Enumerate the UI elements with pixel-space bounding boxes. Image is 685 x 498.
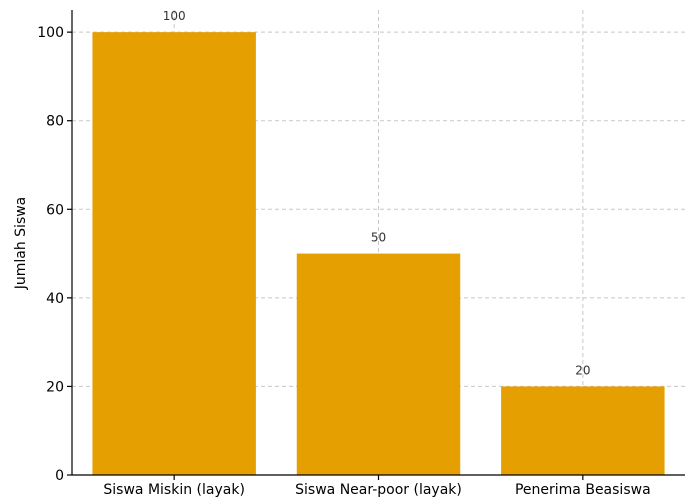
x-tick-label: Siswa Near-poor (layak): [295, 482, 462, 498]
y-tick-label: 20: [46, 379, 64, 395]
x-tick-label: Siswa Miskin (layak): [103, 482, 245, 498]
y-tick-label: 60: [46, 202, 64, 218]
bars: [92, 32, 665, 476]
y-tick-label: 40: [46, 291, 64, 307]
data-labels: 100 50 20: [163, 9, 591, 377]
y-tick-label: 100: [37, 25, 64, 41]
y-tick-label: 80: [46, 114, 64, 130]
x-ticks: Siswa Miskin (layak) Siswa Near-poor (lay…: [103, 475, 651, 498]
x-tick-label: Penerima Beasiswa: [515, 482, 651, 498]
bar: [92, 32, 256, 476]
y-axis-title: Jumlah Siswa: [13, 197, 29, 291]
bar: [501, 386, 665, 475]
y-ticks: 0 20 40 60 80 100: [37, 25, 72, 484]
bar: [296, 253, 461, 475]
bar-value-label: 100: [163, 9, 186, 23]
bar-value-label: 50: [371, 231, 386, 245]
y-tick-label: 0: [55, 468, 64, 484]
bar-value-label: 20: [575, 363, 590, 377]
